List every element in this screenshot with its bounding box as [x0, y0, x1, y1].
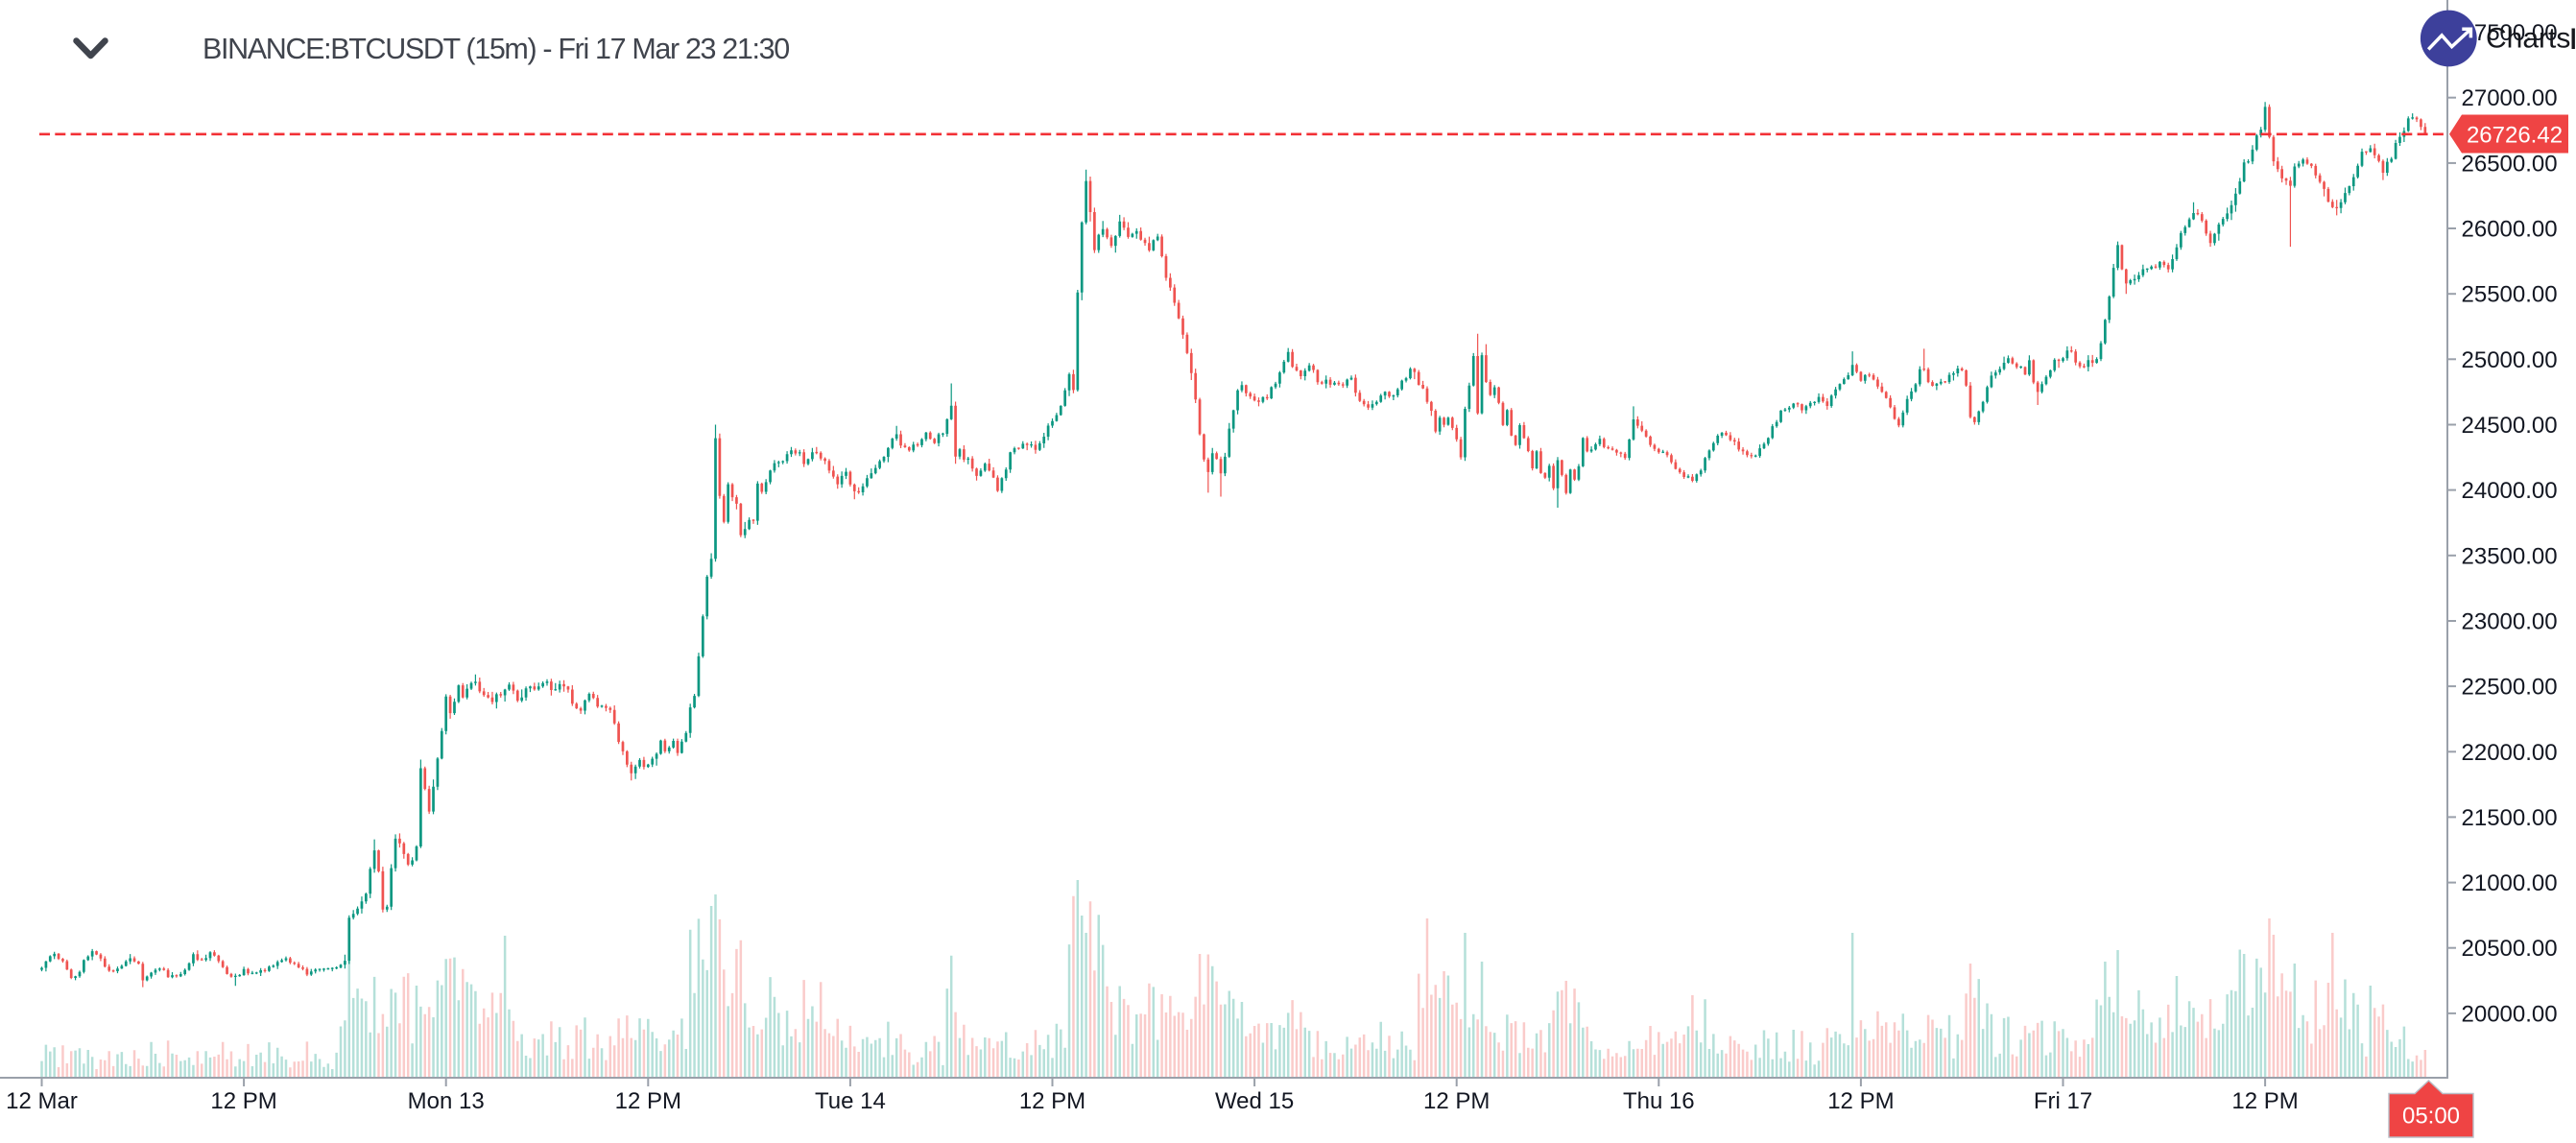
svg-text:Wed 15: Wed 15 — [1215, 1088, 1294, 1114]
svg-text:27500.00: 27500.00 — [2462, 20, 2558, 46]
svg-text:21500.00: 21500.00 — [2462, 805, 2558, 831]
svg-text:24000.00: 24000.00 — [2462, 478, 2558, 504]
svg-text:25500.00: 25500.00 — [2462, 282, 2558, 308]
svg-text:27000.00: 27000.00 — [2462, 85, 2558, 111]
svg-text:12 PM: 12 PM — [2231, 1088, 2298, 1114]
svg-text:26500.00: 26500.00 — [2462, 151, 2558, 177]
svg-text:26000.00: 26000.00 — [2462, 217, 2558, 243]
svg-text:25000.00: 25000.00 — [2462, 347, 2558, 373]
svg-text:Tue 14: Tue 14 — [815, 1088, 886, 1114]
svg-text:Fri 17: Fri 17 — [2034, 1088, 2092, 1114]
svg-text:20500.00: 20500.00 — [2462, 936, 2558, 962]
svg-text:22000.00: 22000.00 — [2462, 740, 2558, 766]
svg-text:24500.00: 24500.00 — [2462, 413, 2558, 439]
svg-text:22500.00: 22500.00 — [2462, 675, 2558, 701]
svg-text:Thu 16: Thu 16 — [1623, 1088, 1695, 1114]
svg-text:12 PM: 12 PM — [1827, 1088, 1894, 1114]
svg-text:12 Mar: 12 Mar — [6, 1088, 78, 1114]
svg-text:05:00: 05:00 — [2402, 1104, 2460, 1130]
svg-text:Charts: Charts — [2486, 23, 2570, 55]
svg-text:23000.00: 23000.00 — [2462, 609, 2558, 635]
svg-text:BINANCE:BTCUSDT (15m) - Fri 17: BINANCE:BTCUSDT (15m) - Fri 17 Mar 23 21… — [203, 33, 789, 65]
svg-text:12 PM: 12 PM — [1423, 1088, 1490, 1114]
svg-text:12 PM: 12 PM — [1019, 1088, 1085, 1114]
svg-text:12 PM: 12 PM — [210, 1088, 276, 1114]
svg-text:20000.00: 20000.00 — [2462, 1001, 2558, 1027]
svg-text:21000.00: 21000.00 — [2462, 870, 2558, 896]
svg-text:12 PM: 12 PM — [615, 1088, 681, 1114]
svg-text:26726.42: 26726.42 — [2467, 122, 2563, 148]
svg-text:23500.00: 23500.00 — [2462, 543, 2558, 569]
svg-text:Mon 13: Mon 13 — [408, 1088, 485, 1114]
